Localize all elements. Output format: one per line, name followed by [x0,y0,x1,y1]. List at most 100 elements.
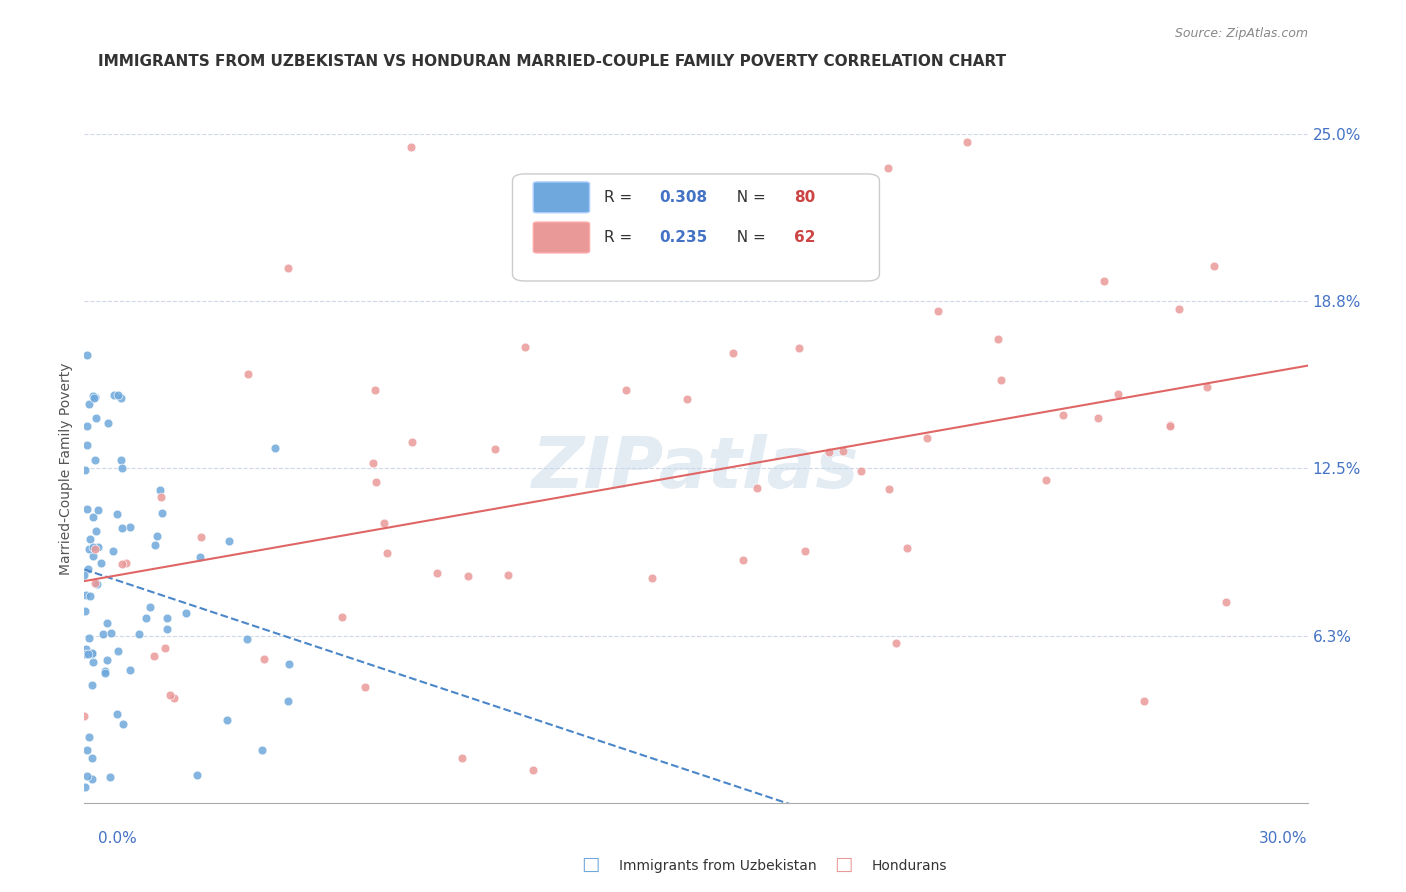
Point [82,549,104,563]
Point [79,532,101,546]
Point [277,694,299,708]
Point [377,547,399,561]
Point [150,490,173,504]
Point [1087,410,1109,425]
Point [110,453,132,467]
FancyBboxPatch shape [512,174,880,281]
Point [330,610,353,624]
Point [83,452,105,467]
Point [884,636,907,650]
Point [1107,386,1129,401]
Point [100,625,122,640]
Point [641,571,664,585]
Text: N =: N = [727,230,770,245]
Point [84,575,107,590]
Point [112,717,135,731]
Point [156,622,179,636]
Point [1052,408,1074,422]
Point [1035,473,1057,487]
Point [96,615,118,630]
Point [118,520,141,534]
Text: Hondurans: Hondurans [872,859,948,872]
Point [73,567,96,582]
Point [745,481,768,495]
Text: □: □ [834,855,853,873]
Point [877,482,900,496]
Point [675,392,697,407]
Point [103,388,125,402]
Text: ZIPatlas: ZIPatlas [533,434,859,503]
Point [515,339,537,353]
Point [73,780,96,794]
Point [236,632,259,646]
Point [366,475,388,489]
Point [186,768,208,782]
Point [118,664,141,678]
Point [218,533,240,548]
Point [87,541,110,555]
Point [146,528,169,542]
Point [76,438,98,452]
Point [990,373,1012,387]
Text: 80: 80 [794,190,815,205]
Point [77,562,100,576]
Point [793,544,815,558]
Point [277,260,299,275]
Point [77,542,100,557]
Point [1092,274,1115,288]
Point [496,568,519,582]
Point [399,140,422,154]
Point [76,419,98,434]
Point [135,611,157,625]
Point [143,537,166,551]
Point [787,341,810,355]
Y-axis label: Married-Couple Family Poverty: Married-Couple Family Poverty [59,362,73,574]
Point [1195,380,1218,394]
Point [721,345,744,359]
Point [82,655,104,669]
Point [90,556,112,570]
Point [1168,302,1191,317]
Point [75,647,97,661]
Point [75,642,97,657]
Point [87,503,110,517]
Point [80,678,103,692]
Point [373,516,395,530]
Text: N =: N = [727,190,770,205]
Point [217,713,239,727]
Point [849,464,872,478]
Point [84,390,107,404]
Point [76,743,98,757]
Point [354,681,377,695]
Point [128,626,150,640]
Point [956,135,979,149]
Point [457,569,479,583]
Point [83,541,105,556]
Text: Source: ZipAtlas.com: Source: ZipAtlas.com [1174,27,1308,40]
Point [73,604,96,618]
Point [614,383,637,397]
Point [153,640,176,655]
Point [174,607,197,621]
Text: 62: 62 [794,230,815,245]
Point [96,653,118,667]
Point [94,664,117,678]
Point [111,461,134,475]
Point [110,391,132,405]
Point [76,647,98,661]
Point [149,483,172,498]
Point [105,707,128,722]
Point [1204,259,1226,273]
Point [1159,418,1181,433]
Point [107,388,129,402]
Point [731,553,754,567]
Point [77,397,100,411]
Point [915,431,938,445]
Point [1215,595,1237,609]
Point [82,646,104,660]
Point [159,689,181,703]
FancyBboxPatch shape [533,222,589,253]
Point [83,392,105,406]
Point [188,549,211,564]
Text: R =: R = [605,230,637,245]
